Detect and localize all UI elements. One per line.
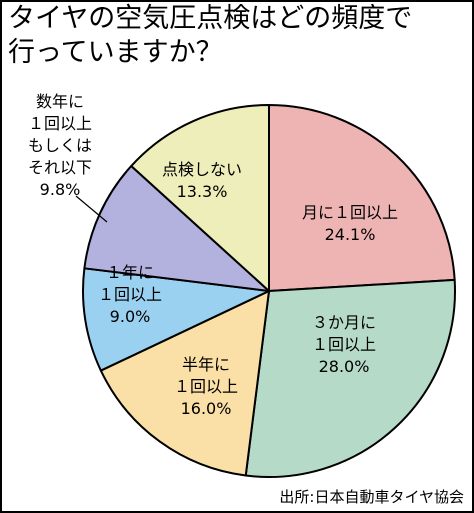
slice-value-label: 9.8% — [40, 180, 81, 199]
slice-value-label: 16.0% — [181, 399, 232, 418]
slice-label: １年に １回以上 9.0% — [98, 263, 162, 326]
slice-category-label: もしくは — [28, 136, 92, 155]
chart-title: タイヤの空気圧点検はどの頻度で 行っていますか？ — [8, 2, 464, 70]
slice-category-label: １回以上 — [312, 335, 376, 354]
slice-label: 半年に １回以上 16.0% — [174, 355, 238, 418]
slice-category-label: １回以上 — [174, 377, 238, 396]
slice-category-label: １年に — [106, 263, 154, 282]
source-note: 出所:日本自動車タイヤ協会 — [279, 488, 464, 506]
pie-slice — [82, 267, 270, 372]
pie-slice — [99, 290, 270, 477]
chart-title-line-2: 行っていますか？ — [8, 37, 223, 68]
slice-label: 月に１回以上 24.1% — [302, 203, 398, 244]
pie-slice — [130, 104, 270, 292]
slice-value-label: 13.3% — [177, 182, 228, 201]
pie-slice — [83, 165, 270, 292]
slice-category-label: 点検しない — [162, 160, 242, 179]
slice-label: 点検しない 13.3% — [162, 160, 242, 201]
slice-category-label: 数年に — [36, 92, 84, 111]
slice-value-label: 9.0% — [110, 307, 151, 326]
slice-value-label: 28.0% — [319, 357, 370, 376]
slice-label: ３か月に １回以上 28.0% — [312, 313, 376, 376]
slice-category-label: １回以上 — [98, 285, 162, 304]
leader-line — [75, 195, 108, 223]
chart-title-line-1: タイヤの空気圧点検はどの頻度で — [8, 3, 413, 34]
slice-category-label: 半年に — [182, 355, 230, 374]
slice-category-label: １回以上 — [28, 114, 92, 133]
slice-value-label: 24.1% — [325, 225, 376, 244]
pie-slice — [244, 278, 456, 478]
pie-slice — [268, 104, 456, 292]
slice-category-label: 月に１回以上 — [302, 203, 398, 222]
slice-category-label: ３か月に — [312, 313, 376, 332]
slice-category-label: それ以下 — [28, 158, 92, 177]
slice-label: 数年に １回以上もしくはそれ以下 9.8% — [28, 92, 92, 199]
